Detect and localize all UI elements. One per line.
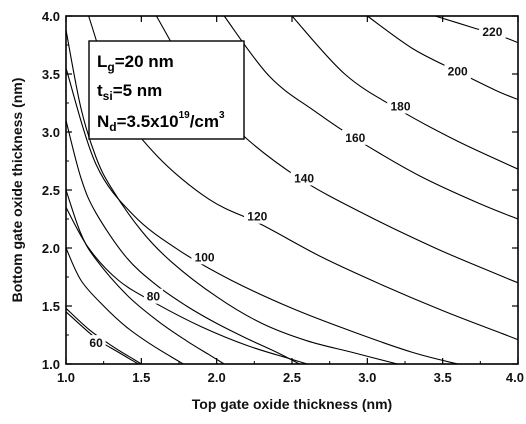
contour-level-label: 80 (147, 290, 161, 304)
x-tick-label: 3.5 (434, 370, 452, 385)
contour-level-label: 100 (195, 250, 215, 264)
contour-line (65, 120, 300, 365)
parameter-box: Lg=20 nm tsi=5 nm Nd=3.5x1019/cm3 (88, 40, 245, 140)
y-tick-label: 3.0 (42, 125, 60, 140)
contour-level-label: 120 (247, 210, 267, 224)
x-axis-ticks: 1.0 1.5 2.0 2.5 3.0 3.5 4.0 (57, 16, 524, 385)
x-axis-title: Top gate oxide thickness (nm) (192, 396, 392, 412)
y-tick-label: 3.5 (42, 67, 60, 82)
contour-label-bg (86, 335, 106, 351)
y-tick-label: 4.0 (42, 9, 60, 24)
x-tick-label: 3.0 (358, 370, 376, 385)
x-tick-label: 1.5 (132, 370, 150, 385)
contour-level-label: 200 (448, 65, 468, 79)
contour-line (65, 311, 139, 365)
contour-label-bg (290, 170, 318, 186)
silicon-thickness-label: tsi=5 nm (97, 81, 162, 103)
contour-label-bg (244, 208, 271, 224)
contour-label-bg (444, 63, 471, 79)
contour-level-label: 60 (89, 336, 103, 350)
contour-line (223, 15, 519, 220)
y-tick-label: 2.0 (42, 241, 60, 256)
x-tick-label: 1.0 (57, 370, 75, 385)
y-tick-label: 1.5 (42, 299, 60, 314)
contour-level-label: 220 (482, 25, 502, 39)
y-axis-title: Bottom gate oxide thickness (nm) (9, 78, 25, 303)
contour-level-label: 160 (345, 131, 365, 145)
parameter-box-frame (88, 40, 245, 140)
contour-line (65, 307, 142, 365)
contour-labels: 60 80 100 120 140 160 180 200 220 (86, 24, 506, 351)
contour-line (65, 29, 398, 365)
contour-label-bg (191, 249, 218, 265)
x-tick-label: 4.0 (506, 370, 524, 385)
contour-label-bg (143, 288, 163, 304)
y-tick-label: 1.0 (42, 357, 60, 372)
y-tick-label: 2.5 (42, 183, 60, 198)
contour-label-bg (342, 129, 369, 145)
contour-label-bg (479, 24, 506, 40)
contour-level-label: 140 (294, 171, 314, 185)
x-tick-label: 2.0 (208, 370, 226, 385)
doping-label: Nd=3.5x1019/cm3 (97, 110, 225, 134)
gate-length-label: Lg=20 nm (97, 52, 174, 74)
contour-line (65, 189, 225, 365)
y-axis-ticks: 1.0 1.5 2.0 2.5 3.0 3.5 4.0 (42, 9, 518, 372)
contour-level-label: 180 (390, 100, 410, 114)
contour-line (65, 247, 184, 365)
contour-line (65, 207, 308, 365)
contour-label-bg (387, 98, 414, 114)
x-tick-label: 2.5 (283, 370, 301, 385)
contour-line (65, 68, 458, 365)
